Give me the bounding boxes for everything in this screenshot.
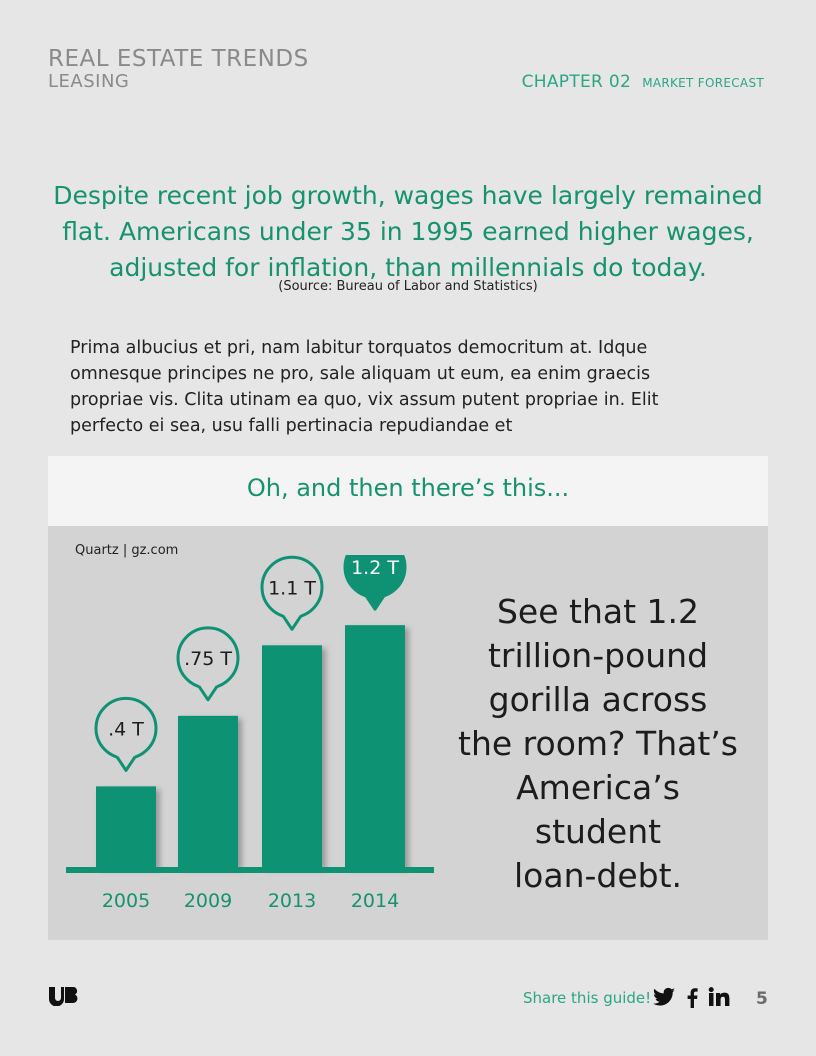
data-label-2013: 1.1 T (268, 577, 316, 599)
data-label-2009: .75 T (184, 648, 232, 670)
x-tick-2009: 2009 (184, 890, 232, 912)
chapter-label: CHAPTER 02 MARKET FORECAST (522, 72, 764, 92)
callout-heading: Oh, and then there’s this... (246, 474, 570, 502)
linkedin-icon[interactable] (708, 987, 730, 1007)
data-label-bubble-2013: 1.1 T (260, 555, 324, 631)
tagline-line: loan-debt. (513, 856, 683, 895)
social-links (652, 986, 730, 1008)
document-title: REAL ESTATE TRENDS (48, 46, 309, 72)
document-subtitle: LEASING (48, 71, 130, 92)
bubble-tail-stroke (115, 756, 137, 772)
paragraph-line: omnesque principes ne pro, sale aliquam … (70, 364, 651, 384)
tagline-line: gorilla across (488, 680, 708, 719)
paragraph-line: Prima albucius et pri, nam labitur torqu… (70, 338, 648, 358)
data-label-2005: .4 T (108, 718, 144, 740)
pull-quote-line: adjusted for inflation, than millennials… (109, 253, 707, 282)
student-debt-chart: .4 T 2005 .75 T 2009 1.1 T 2013 1.2 T 2014 (66, 555, 434, 912)
pull-quote: Despite recent job growth, wages have la… (40, 178, 776, 286)
x-tick-2013: 2013 (268, 890, 316, 912)
quote-source: (Source: Bureau of Labor and Statistics) (278, 279, 538, 294)
body-paragraph: Prima albucius et pri, nam labitur torqu… (70, 335, 750, 439)
bubble-tail-stroke (197, 685, 219, 702)
bubble-tail-fill (366, 594, 384, 610)
chapter-title: MARKET FORECAST (642, 76, 764, 90)
x-axis-line (66, 867, 434, 873)
bar-2009 (178, 715, 238, 867)
data-label-bubble-2005: .4 T (94, 696, 158, 772)
page-number: 5 (756, 989, 768, 1009)
bubble-tail-fill (283, 614, 301, 630)
tagline-line: trillion-pound (487, 636, 709, 675)
bubble-tail-fill (117, 755, 135, 771)
pull-quote-line: flat. Americans under 35 in 1995 earned … (62, 217, 754, 246)
bubble-tail-fill (199, 684, 217, 700)
bar-2005 (96, 786, 156, 867)
data-label-bubble-2009: .75 T (176, 626, 240, 702)
tagline-line: the room? That’s (458, 724, 738, 763)
data-label-2014: 1.2 T (351, 557, 399, 579)
bubble-tail-stroke (364, 594, 386, 611)
callout-tagline: See that 1.2 trillion-pound gorilla acro… (448, 590, 748, 898)
twitter-icon[interactable] (652, 987, 676, 1007)
bar-2013 (262, 645, 322, 867)
bubble-tail-stroke (281, 614, 303, 631)
x-tick-2005: 2005 (102, 890, 150, 912)
pull-quote-line: Despite recent job growth, wages have la… (53, 181, 763, 210)
tagline-line: America’s student (516, 768, 680, 851)
chart-credit: Quartz | gz.com (75, 543, 179, 558)
share-label: Share this guide! (523, 989, 652, 1007)
data-label-bubble-2014: 1.2 T (343, 555, 407, 611)
callout-heading-band: Oh, and then there’s this... (48, 456, 768, 526)
paragraph-line: propriae vis. Clita utinam ea quo, vix a… (70, 390, 659, 410)
ub-logo-mark (49, 986, 78, 1007)
ub-logo (48, 986, 80, 1010)
facebook-icon[interactable] (686, 986, 698, 1008)
x-tick-2014: 2014 (351, 890, 399, 912)
tagline-line: See that 1.2 (496, 592, 700, 631)
paragraph-line: perfecto ei sea, usu falli pertinacia re… (70, 416, 513, 436)
chapter-number: CHAPTER 02 (521, 72, 632, 92)
bar-2014 (345, 625, 405, 867)
